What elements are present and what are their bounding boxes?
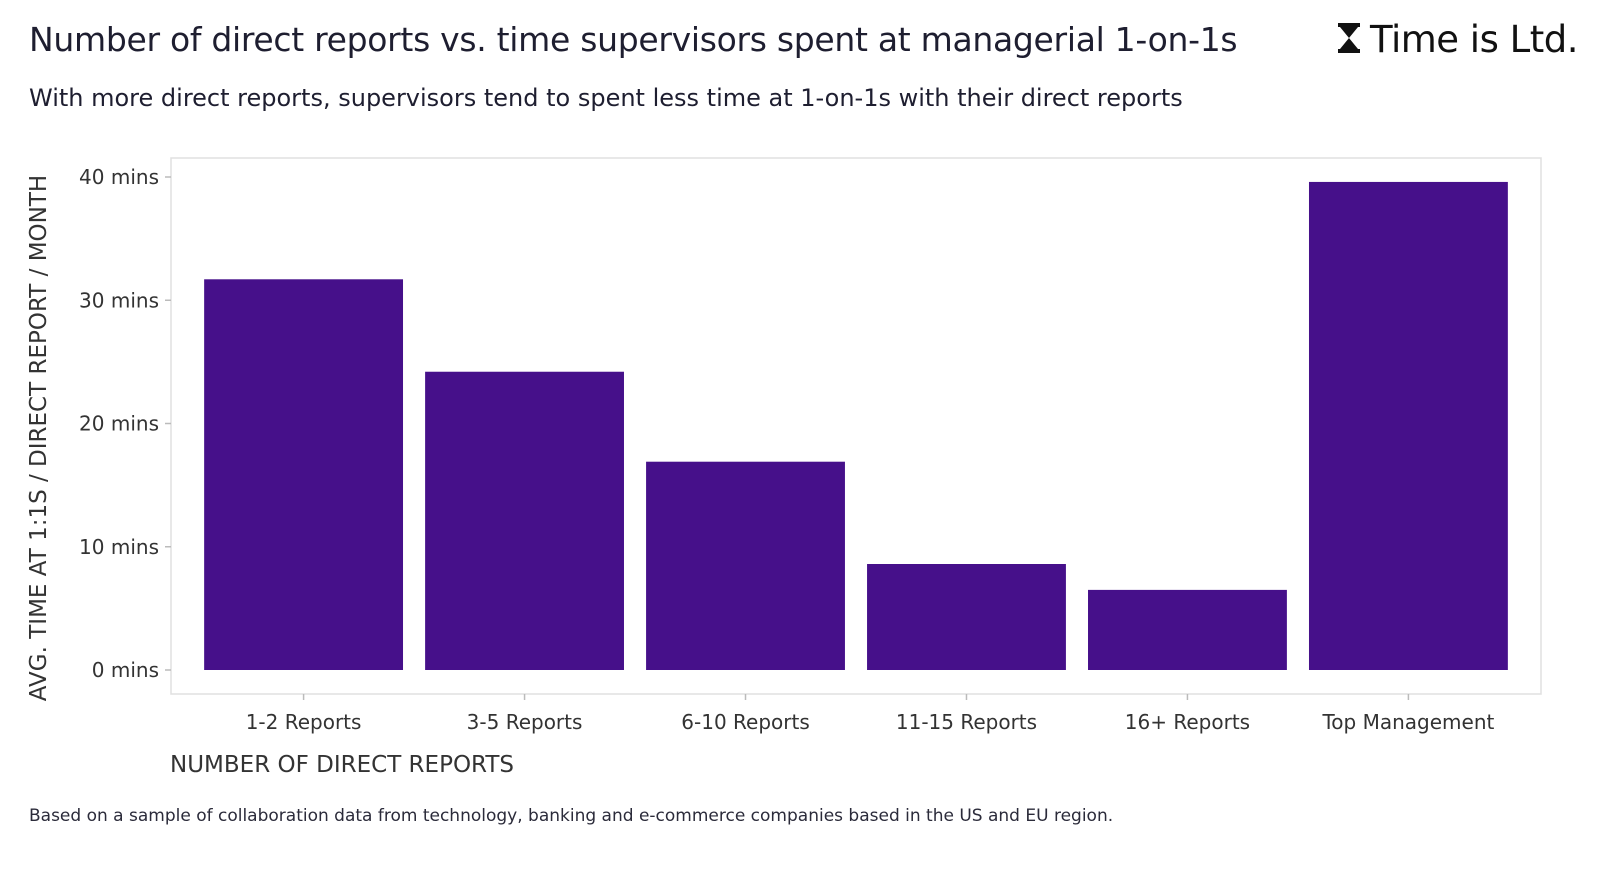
bars — [204, 181, 1508, 670]
y-tick-label: 40 mins — [79, 165, 159, 189]
hourglass-icon — [1338, 22, 1360, 57]
brand-logo: Time is Ltd. — [1338, 18, 1579, 61]
bar — [425, 371, 624, 670]
y-tick-label: 30 mins — [79, 288, 159, 312]
x-tick-label: 3-5 Reports — [467, 710, 583, 734]
y-axis-label: AVG. TIME AT 1:1S / DIRECT REPORT / MONT… — [26, 175, 52, 701]
y-tick-label: 20 mins — [79, 412, 159, 436]
y-tick-label: 0 mins — [92, 658, 159, 682]
bar-chart: 0 mins 10 mins 20 mins 30 mins 40 mins 1-2 R… — [26, 157, 1542, 778]
y-tick-label: 10 mins — [79, 535, 159, 559]
x-tick-label: 6-10 Reports — [681, 710, 809, 734]
x-tick-label: 11-15 Reports — [896, 710, 1037, 734]
chart-subtitle: With more direct reports, supervisors te… — [29, 84, 1183, 112]
bar — [204, 279, 404, 670]
bar — [646, 461, 845, 670]
footnote: Based on a sample of collaboration data … — [29, 806, 1114, 826]
x-tick-label: Top Management — [1321, 710, 1494, 734]
y-axis: 0 mins 10 mins 20 mins 30 mins 40 mins — [79, 165, 171, 682]
chart-title: Number of direct reports vs. time superv… — [29, 20, 1238, 59]
bar — [1088, 589, 1287, 670]
x-axis-label: NUMBER OF DIRECT REPORTS — [170, 752, 514, 778]
x-tick-label: 1-2 Reports — [246, 710, 362, 734]
x-tick-label: 16+ Reports — [1125, 710, 1250, 734]
x-axis: 1-2 Reports 3-5 Reports 6-10 Reports 11-15 … — [246, 694, 1495, 734]
plot-panel — [170, 157, 1542, 695]
brand-name: Time is Ltd. — [1370, 18, 1579, 61]
bar — [1308, 181, 1508, 670]
bar — [867, 564, 1066, 670]
